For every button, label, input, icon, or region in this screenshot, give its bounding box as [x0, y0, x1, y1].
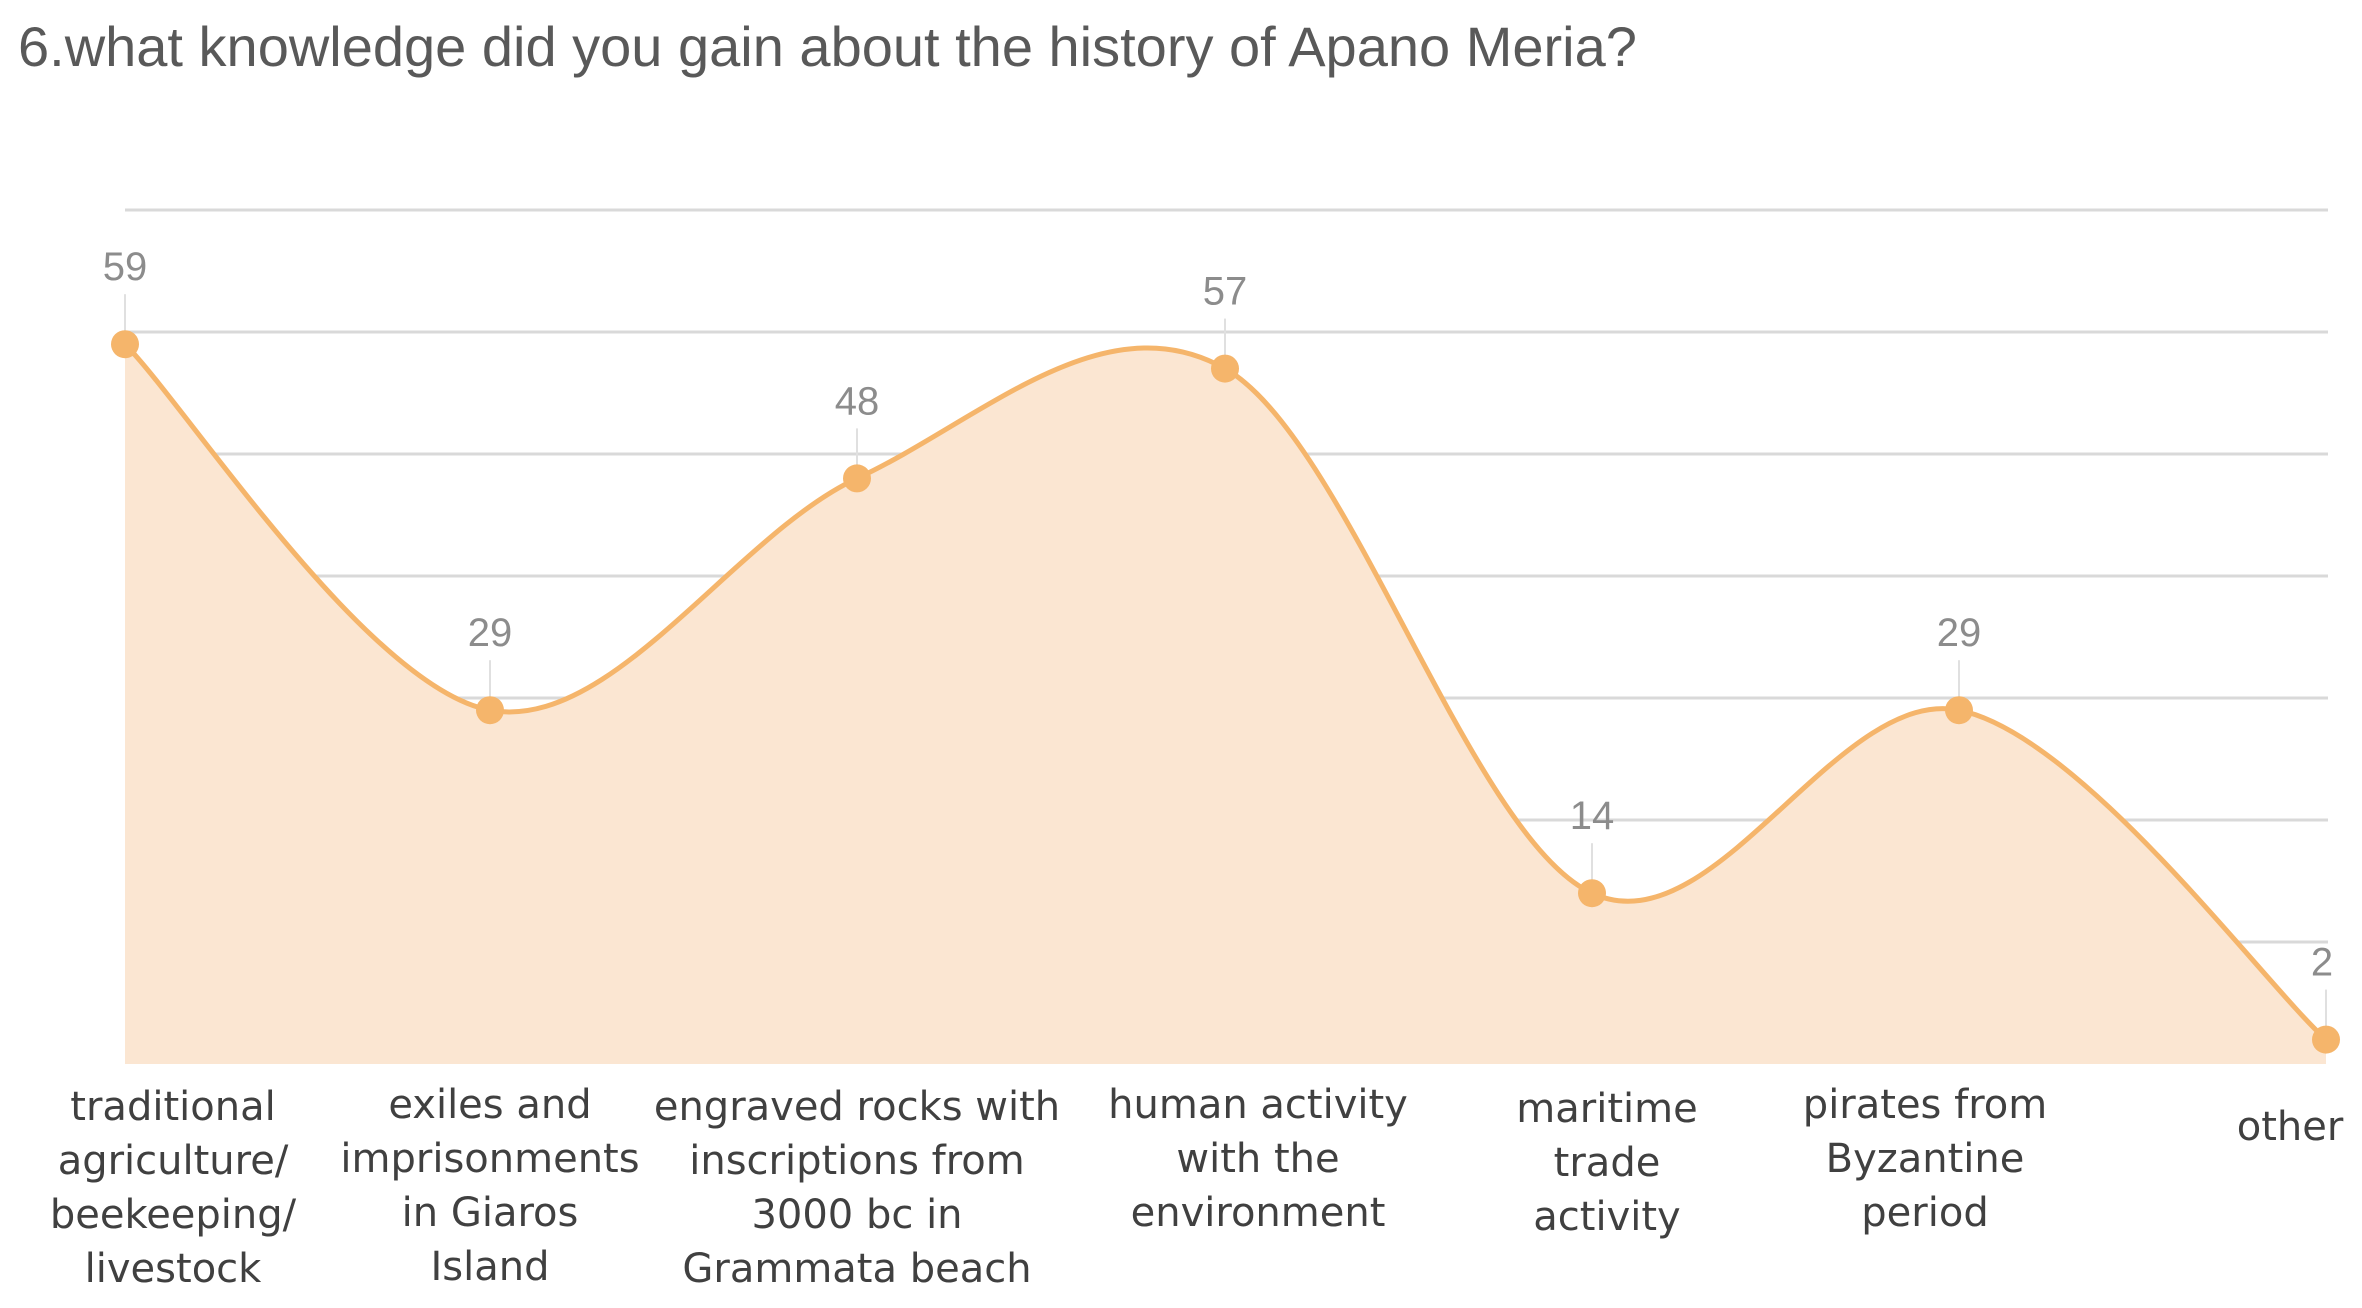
category-label-line: environment	[1131, 1190, 1386, 1236]
category-label-line: exiles and	[388, 1082, 591, 1128]
data-point	[476, 696, 504, 725]
data-point	[2312, 1025, 2340, 1054]
category-label-line: agriculture/	[58, 1138, 289, 1184]
category-label: exiles and imprisonments in Giaros Island	[340, 1082, 639, 1290]
category-label: other	[2237, 1104, 2344, 1150]
data-point	[111, 330, 139, 359]
category-label-line: in Giaros	[402, 1190, 579, 1236]
data-labels: 59 29 48 57 14 29 2	[103, 245, 2333, 984]
category-label-line: livestock	[85, 1246, 262, 1292]
category-labels: traditional agriculture/beekeeping/livest…	[50, 1082, 2344, 1292]
data-point	[1945, 696, 1973, 725]
category-label-line: Grammata beach	[682, 1246, 1031, 1292]
category-label-line: activity	[1533, 1194, 1680, 1240]
chart-title: 6.what knowledge did you gain about the …	[18, 15, 1637, 78]
data-point	[1211, 354, 1239, 383]
category-label: traditional agriculture/beekeeping/livest…	[50, 1084, 297, 1292]
data-label: 14	[1570, 794, 1615, 838]
data-point	[843, 464, 871, 493]
category-label: human activity with the environment	[1108, 1082, 1408, 1236]
category-label-line: other	[2237, 1104, 2344, 1150]
category-label-line: engraved rocks with	[654, 1084, 1060, 1130]
category-label-line: Byzantine	[1826, 1136, 2025, 1182]
category-label-line: traditional	[70, 1084, 275, 1130]
data-markers	[111, 330, 2340, 1054]
category-label-line: beekeeping/	[50, 1192, 297, 1238]
category-label-line: trade	[1554, 1140, 1661, 1186]
category-label-line: maritime	[1516, 1086, 1697, 1132]
category-label: pirates from Byzantine period	[1803, 1082, 2047, 1236]
data-label: 48	[835, 379, 880, 423]
category-label: engraved rocks with inscriptions from 3000…	[654, 1084, 1060, 1292]
category-label-line: period	[1861, 1190, 1988, 1236]
data-label: 29	[1937, 611, 1982, 655]
data-point	[1578, 879, 1606, 908]
category-label: maritime trade activity	[1516, 1086, 1697, 1240]
data-label: 29	[468, 611, 513, 655]
category-label-line: pirates from	[1803, 1082, 2047, 1128]
category-label-line: Island	[430, 1244, 549, 1290]
area-fill	[125, 344, 2326, 1064]
category-label-line: with the	[1176, 1136, 1339, 1182]
category-label-line: inscriptions from	[689, 1138, 1025, 1184]
data-label: 57	[1203, 270, 1248, 314]
category-label-line: human activity	[1108, 1082, 1408, 1128]
category-label-line: 3000 bc in	[751, 1192, 962, 1238]
data-label: 59	[103, 245, 148, 289]
data-label: 2	[2311, 941, 2333, 985]
category-label-line: imprisonments	[340, 1136, 639, 1182]
data-label-leaders	[124, 294, 2327, 1028]
